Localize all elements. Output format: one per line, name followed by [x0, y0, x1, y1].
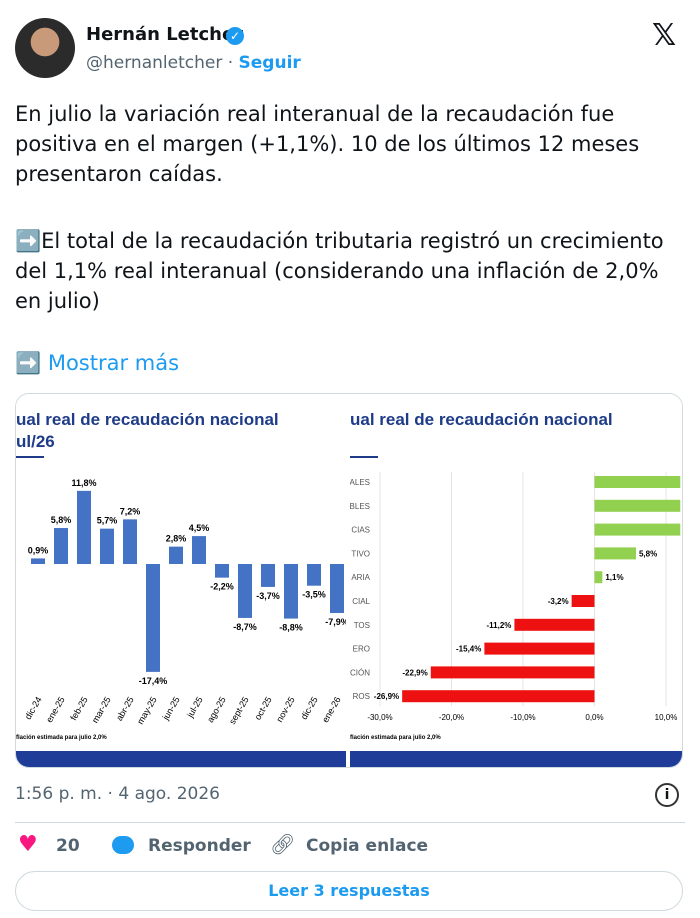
footnote: flación estimada para julio 2,0%: [16, 735, 107, 741]
bar: [430, 666, 595, 679]
y-tick-label: TIVO: [351, 549, 370, 558]
chart-subtitle: ul/26: [16, 432, 55, 451]
y-tick-label: ROS: [353, 692, 370, 701]
bar: [261, 564, 275, 587]
y-tick-label: ALES: [350, 478, 370, 487]
value-label: -3,5%: [302, 590, 326, 600]
background: [350, 394, 682, 767]
value-label: 5,8%: [51, 515, 72, 525]
author-name[interactable]: Hernán Letcher: [86, 24, 244, 45]
x-tick-label: -20,0%: [439, 713, 464, 722]
bar: [123, 519, 137, 564]
copy-link[interactable]: Copia enlace: [306, 836, 429, 856]
bar: [514, 618, 595, 631]
bar: [77, 490, 91, 564]
show-more[interactable]: ➡️ Mostrar más: [15, 351, 180, 375]
bar: [238, 564, 252, 618]
y-tick-label: TOS: [354, 621, 370, 630]
value-label: -11,2%: [487, 621, 512, 630]
bar: [215, 564, 229, 578]
value-label: -22,9%: [402, 668, 427, 677]
info-icon[interactable]: i: [655, 783, 679, 807]
bar: [594, 476, 681, 488]
value-label: 5,8%: [639, 549, 657, 558]
chart-title: ual real de recaudación nacional: [16, 410, 279, 429]
follow[interactable]: Seguir: [238, 53, 301, 73]
bar: [402, 690, 595, 703]
bar: [330, 564, 344, 613]
x-tick-label: -10,0%: [510, 713, 535, 722]
value-label: 7,2%: [120, 506, 141, 516]
value-label: -8,8%: [279, 623, 303, 633]
bar: [31, 558, 45, 564]
reply-icon[interactable]: [112, 836, 134, 854]
value-label: -8,7%: [233, 622, 257, 632]
bar: [284, 564, 298, 619]
value-label: -17,4%: [139, 676, 168, 686]
value-label: -15,4%: [456, 645, 481, 654]
bar: [54, 528, 68, 564]
reply[interactable]: Responder: [148, 836, 251, 856]
paragraph: En julio la variación real interanual de…: [15, 102, 640, 186]
value-label: 4,5%: [189, 523, 210, 533]
separator: ·: [227, 53, 234, 73]
y-tick-label: CIAS: [351, 526, 370, 535]
footer-band: [16, 751, 346, 767]
chart-title: ual real de recaudación nacional: [350, 410, 613, 429]
x-logo[interactable]: 𝕏: [652, 18, 677, 53]
timestamp[interactable]: 1:56 p. m. · 4 ago. 2026: [15, 784, 220, 804]
divider: [15, 822, 685, 823]
handle[interactable]: @hernanletcher: [86, 53, 223, 73]
value-label: -26,9%: [374, 692, 399, 701]
value-label: 0,9%: [28, 545, 49, 555]
footnote: flación estimada para julio 2,0%: [350, 735, 441, 741]
bar: [594, 547, 636, 560]
bar: [594, 523, 681, 536]
like-count: 20: [56, 836, 80, 856]
verified-badge: ✓: [226, 27, 244, 45]
y-tick-label: ERO: [353, 645, 370, 654]
chart-image[interactable]: ual real de recaudación nacional flación …: [16, 394, 346, 768]
bar: [146, 564, 160, 672]
title-rule: [350, 456, 378, 458]
value-label: -7,9%: [325, 617, 346, 627]
bar: [571, 595, 595, 607]
bar: [192, 536, 206, 564]
bar: [307, 564, 321, 586]
author-handle[interactable]: @hernanletcher · Seguir: [86, 53, 301, 73]
y-tick-label: CIAL: [352, 597, 370, 606]
value-label: 11,8%: [71, 478, 96, 488]
x-tick-label: 0,0%: [585, 713, 603, 722]
y-tick-label: CIÓN: [350, 668, 370, 677]
chart-image[interactable]: ual real de recaudación nacional flación …: [350, 394, 683, 768]
value-label: -3,7%: [256, 591, 280, 601]
avatar[interactable]: [15, 18, 75, 78]
title-rule: [16, 456, 44, 458]
footer-band: [350, 751, 682, 767]
value-label: 2,8%: [166, 534, 187, 544]
like-icon[interactable]: ♥: [18, 832, 38, 857]
read-replies[interactable]: Leer 3 respuestas: [15, 871, 683, 911]
paragraph: ➡️El total de la recaudación tributaria …: [15, 229, 664, 313]
media[interactable]: ual real de recaudación nacional flación …: [15, 393, 683, 768]
x-tick-label: -30,0%: [367, 713, 392, 722]
y-tick-label: ARIA: [351, 573, 370, 582]
bar: [100, 528, 114, 564]
value-label: -2,2%: [210, 582, 234, 592]
bar: [484, 642, 595, 655]
bar: [594, 571, 603, 584]
value-label: 5,7%: [97, 516, 118, 526]
y-tick-label: BLES: [350, 502, 370, 511]
value-label: -3,2%: [548, 597, 569, 606]
link-icon[interactable]: 🔗︎: [270, 832, 296, 856]
value-label: 1,1%: [605, 573, 623, 582]
bar: [169, 546, 183, 564]
x-tick-label: 10,0%: [655, 713, 678, 722]
bar: [594, 499, 681, 512]
